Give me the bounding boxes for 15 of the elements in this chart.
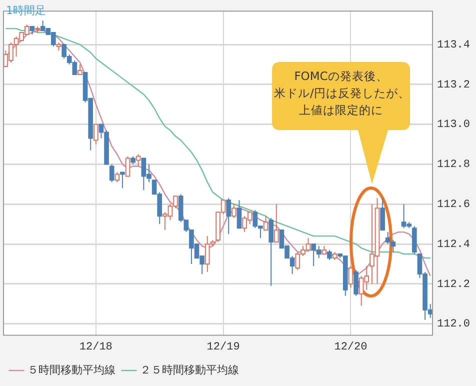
y-tick-label: 112.2 bbox=[436, 278, 470, 291]
x-tick-label: 12/18 bbox=[79, 341, 112, 354]
y-tick-label: 112.6 bbox=[436, 199, 470, 212]
y-tick-label: 113.0 bbox=[436, 119, 470, 132]
legend-label: ２５時間移動平均線 bbox=[140, 363, 239, 376]
x-tick-label: 12/20 bbox=[334, 341, 368, 354]
y-tick-label: 112.0 bbox=[436, 318, 470, 331]
x-tick-label: 12/19 bbox=[206, 341, 240, 354]
y-tick-label: 113.2 bbox=[436, 79, 470, 92]
y-tick-label: 112.4 bbox=[436, 238, 470, 251]
y-tick-label: 113.4 bbox=[436, 39, 470, 52]
annotation: FOMCの発表後、米ドル/円は反発したが、上値は限定的に bbox=[274, 68, 410, 119]
annotation: 1時間足 bbox=[6, 3, 46, 18]
y-tick-label: 112.8 bbox=[436, 159, 470, 172]
legend-label: ５時間移動平均線 bbox=[28, 363, 116, 376]
